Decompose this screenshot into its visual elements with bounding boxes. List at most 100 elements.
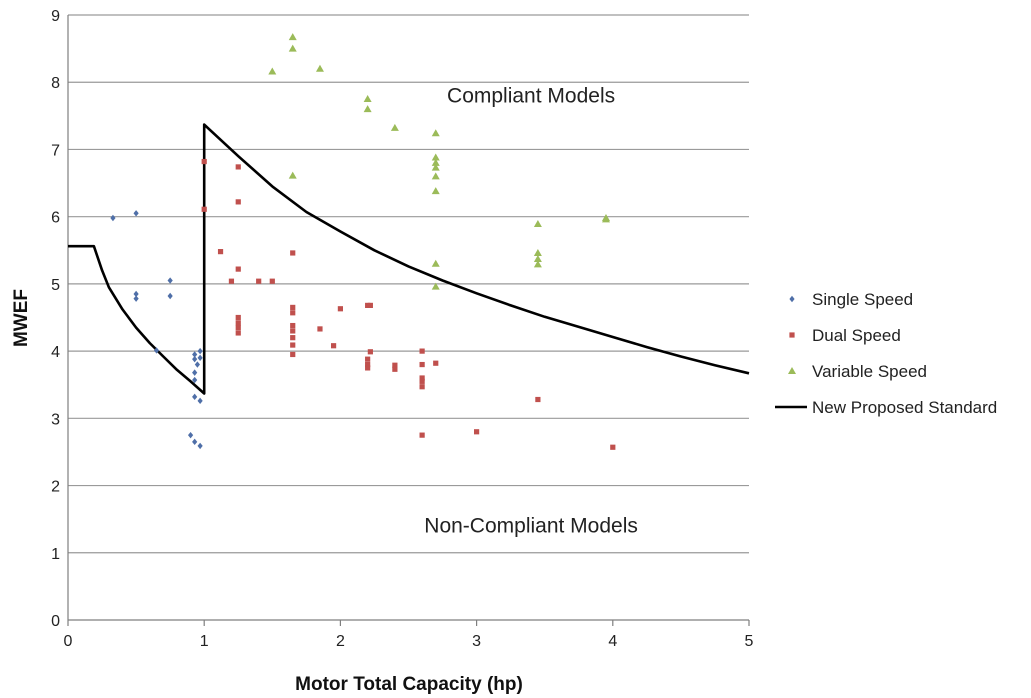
standard-line-layer: [68, 123, 750, 395]
point-square-19: [290, 342, 296, 348]
point-diamond-9: [197, 347, 203, 355]
point-square-24: [365, 302, 371, 308]
point-square-22: [330, 343, 337, 349]
y-tick-label-1: 1: [51, 546, 60, 563]
annotation-non-compliant: Non-Compliant Models: [424, 515, 638, 538]
point-triangle-21: [601, 215, 610, 223]
y-tick-label-5: 5: [51, 277, 60, 294]
x-tick-label-4: 4: [608, 633, 617, 650]
point-square-1: [201, 206, 207, 212]
y-tick-label-7: 7: [51, 142, 60, 159]
point-square-13: [290, 250, 296, 256]
point-square-20: [290, 351, 296, 358]
point-square-28: [365, 361, 371, 368]
point-triangle-13: [288, 171, 297, 179]
scatter-points-layer: [110, 33, 616, 450]
point-square-34: [419, 375, 425, 381]
point-square-40: [535, 396, 541, 403]
point-square-33: [419, 361, 425, 368]
point-square-9: [235, 314, 241, 321]
point-square-35: [419, 378, 425, 384]
point-triangle-3: [315, 64, 324, 72]
point-triangle-18: [533, 255, 542, 263]
point-square-41: [610, 444, 616, 450]
y-tick-label-6: 6: [51, 210, 60, 227]
legend-swatch-square: [789, 332, 795, 338]
legend-label-diamond: Single Speed: [812, 290, 913, 309]
legend-swatch-triangle: [788, 367, 796, 374]
point-triangle-5: [363, 105, 372, 113]
point-square-29: [365, 365, 371, 371]
point-diamond-10: [197, 354, 203, 362]
point-square-15: [290, 310, 296, 316]
x-axis-title: Motor Total Capacity (hp): [295, 674, 523, 695]
point-triangle-14: [431, 259, 440, 267]
point-square-27: [365, 356, 371, 362]
point-square-39: [474, 429, 480, 435]
point-square-5: [235, 266, 241, 272]
y-tick-label-0: 0: [51, 613, 60, 630]
y-tick-labels: 0 1 2 3 4 5 6 7 8 9: [51, 8, 60, 630]
point-square-23: [337, 306, 343, 312]
legend-label-triangle: Variable Speed: [812, 362, 927, 381]
point-triangle-4: [363, 95, 372, 103]
point-square-7: [256, 278, 262, 284]
point-square-36: [419, 384, 425, 390]
point-diamond-1: [133, 210, 139, 217]
point-square-4: [217, 249, 224, 255]
point-triangle-9: [431, 158, 440, 166]
point-diamond-2: [133, 290, 139, 298]
point-triangle-1: [288, 44, 297, 52]
point-diamond-15: [197, 397, 203, 405]
legend-label-standard: New Proposed Standard: [812, 398, 997, 417]
point-square-37: [433, 360, 439, 366]
point-square-32: [419, 348, 425, 354]
point-square-21: [317, 326, 323, 332]
annotation-compliant: Compliant Models: [447, 84, 615, 107]
point-square-0: [201, 158, 207, 165]
point-square-38: [419, 432, 425, 438]
point-triangle-7: [431, 129, 440, 137]
point-diamond-4: [167, 277, 173, 284]
point-triangle-0: [288, 33, 297, 41]
y-tick-label-4: 4: [51, 344, 60, 361]
legend-swatch-diamond: [789, 295, 795, 303]
point-diamond-13: [192, 376, 198, 384]
point-triangle-19: [533, 260, 542, 268]
point-square-2: [235, 164, 241, 170]
point-diamond-6: [153, 347, 160, 354]
point-triangle-8: [431, 153, 440, 161]
point-triangle-15: [431, 282, 440, 290]
point-square-12: [235, 330, 241, 336]
point-triangle-16: [533, 220, 542, 228]
x-tick-label-2: 2: [336, 633, 345, 650]
point-square-8: [269, 278, 275, 284]
x-tick-label-1: 1: [200, 633, 209, 650]
point-diamond-18: [197, 442, 203, 450]
point-triangle-10: [431, 163, 440, 171]
x-tick-label-0: 0: [64, 633, 73, 650]
point-diamond-17: [192, 438, 198, 446]
point-square-17: [290, 328, 296, 334]
gridlines: [68, 14, 749, 554]
point-square-11: [235, 324, 241, 331]
y-tick-label-8: 8: [51, 75, 60, 92]
point-triangle-2: [268, 67, 277, 75]
point-square-3: [235, 199, 241, 205]
point-triangle-6: [390, 123, 399, 131]
y-axis-title: MWEF: [11, 289, 32, 347]
point-triangle-17: [533, 248, 542, 256]
legend-label-square: Dual Speed: [812, 326, 901, 345]
point-square-16: [290, 322, 296, 329]
point-square-14: [290, 304, 296, 311]
standard-line: [68, 123, 750, 395]
point-diamond-7: [192, 351, 198, 358]
point-triangle-12: [431, 187, 440, 195]
point-diamond-11: [194, 361, 200, 368]
point-square-31: [392, 366, 398, 372]
x-tick-label-3: 3: [472, 633, 481, 650]
y-tick-label-3: 3: [51, 411, 60, 428]
point-square-26: [367, 349, 373, 355]
point-square-30: [392, 362, 398, 368]
point-diamond-0: [110, 214, 116, 222]
